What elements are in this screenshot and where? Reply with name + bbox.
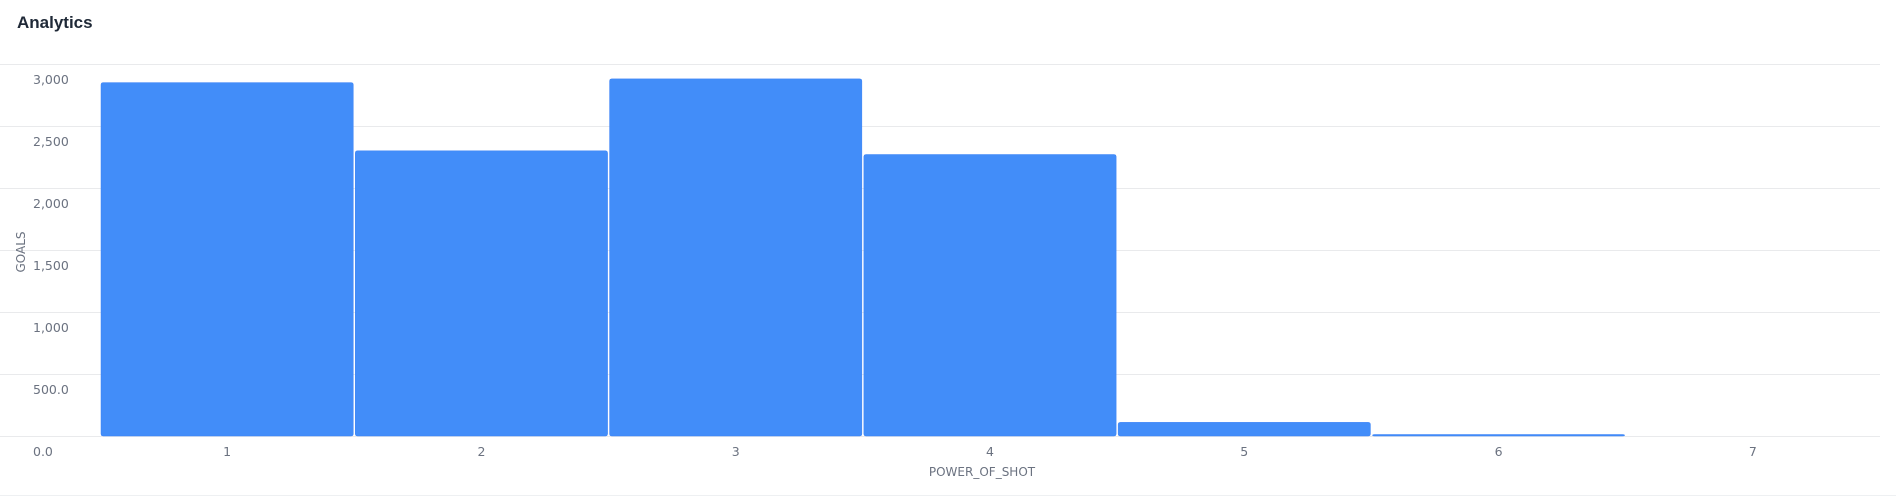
header: Analytics <box>17 13 93 33</box>
bar[interactable] <box>863 154 1117 437</box>
bar[interactable] <box>355 150 608 437</box>
y-tick-label: 1,000 <box>33 320 69 335</box>
y-tick-label: 1,500 <box>33 258 69 273</box>
y-tick-label: 0.0 <box>33 444 53 459</box>
bars <box>100 78 1625 437</box>
x-tick-label: 4 <box>986 444 994 459</box>
y-axis-label: GOALS <box>14 231 28 272</box>
bar[interactable] <box>609 78 863 437</box>
divider <box>0 495 1896 496</box>
bar[interactable] <box>1372 434 1625 437</box>
x-axis-ticks: 1 2 3 4 5 6 7 <box>223 444 1757 459</box>
x-tick-label: 5 <box>1240 444 1248 459</box>
x-tick-label: 2 <box>477 444 485 459</box>
y-axis-ticks: 0.0 500.0 1,000 1,500 2,000 2,500 3,000 <box>33 72 69 459</box>
page-title: Analytics <box>17 13 93 32</box>
y-tick-label: 500.0 <box>33 382 69 397</box>
bar[interactable] <box>1117 422 1371 437</box>
y-tick-label: 2,500 <box>33 134 69 149</box>
y-tick-label: 2,000 <box>33 196 69 211</box>
x-tick-label: 6 <box>1495 444 1503 459</box>
y-tick-label: 3,000 <box>33 72 69 87</box>
x-tick-label: 3 <box>732 444 740 459</box>
x-axis-label: POWER_OF_SHOT <box>929 465 1036 479</box>
x-tick-label: 7 <box>1749 444 1757 459</box>
x-tick-label: 1 <box>223 444 231 459</box>
bar[interactable] <box>100 82 354 437</box>
